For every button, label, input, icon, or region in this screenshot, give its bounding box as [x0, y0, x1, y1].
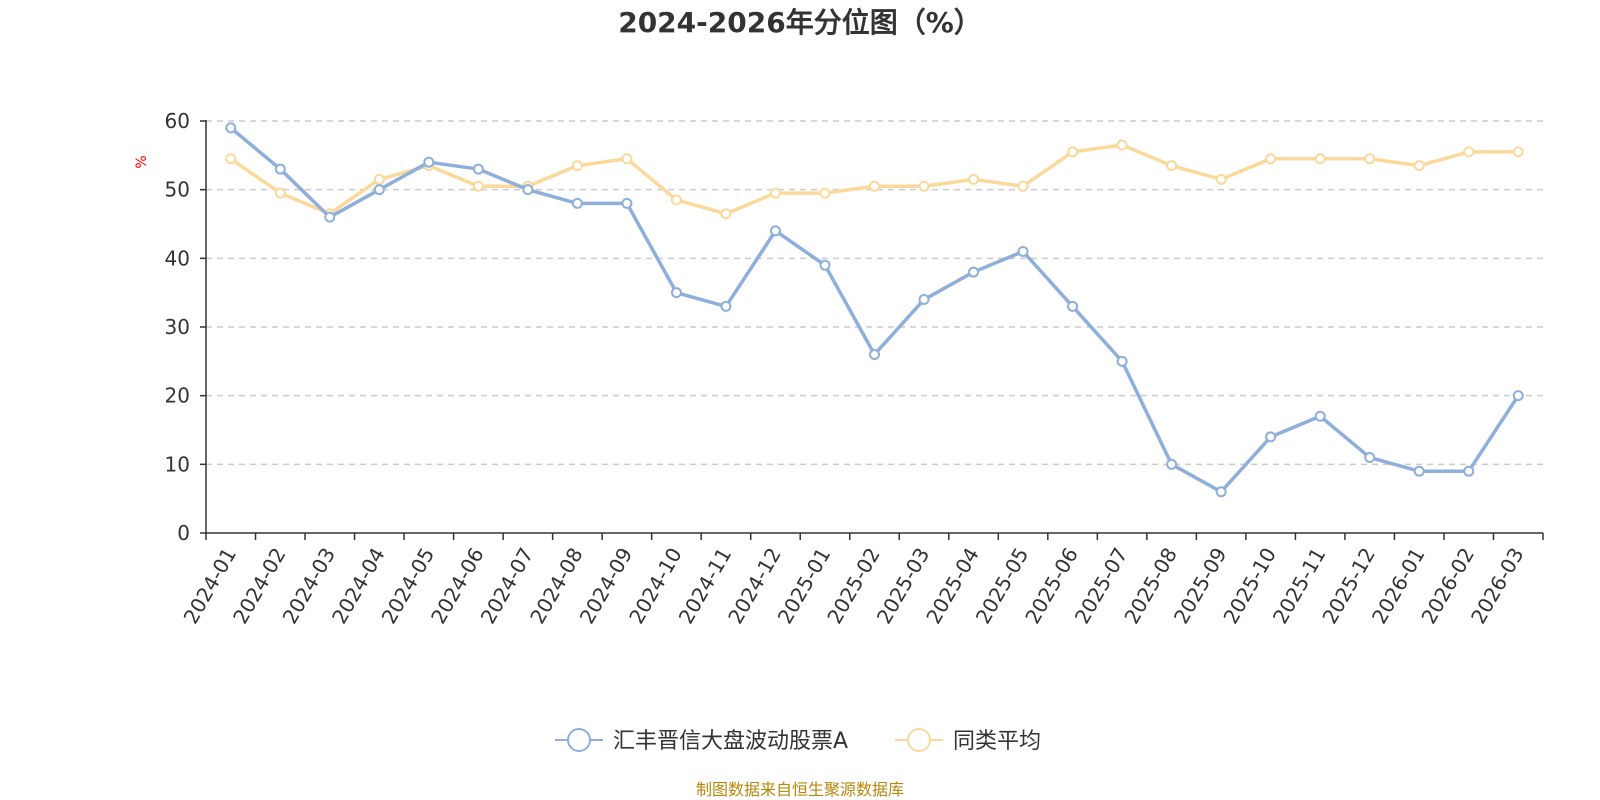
- data-point[interactable]: [225, 153, 237, 165]
- data-point[interactable]: [472, 180, 484, 192]
- data-point[interactable]: [869, 180, 880, 192]
- y-tick-label: 0: [177, 521, 190, 545]
- series-fund: [225, 122, 1524, 498]
- legend-item-average[interactable]: 同类平均: [895, 728, 1041, 754]
- legend-marker-fund: [567, 728, 591, 752]
- legend: 汇丰晋信大盘波动股票A 同类平均: [555, 728, 1041, 754]
- data-point[interactable]: [1166, 458, 1178, 470]
- data-point[interactable]: [1265, 431, 1277, 443]
- data-point[interactable]: [423, 156, 435, 168]
- data-point[interactable]: [1413, 465, 1425, 477]
- data-point[interactable]: [1017, 180, 1029, 192]
- data-point[interactable]: [1265, 153, 1277, 165]
- data-point[interactable]: [1116, 355, 1128, 367]
- data-point[interactable]: [324, 211, 336, 223]
- data-point[interactable]: [819, 259, 831, 271]
- data-point[interactable]: [968, 173, 980, 185]
- y-axis-unit-label: %: [134, 155, 150, 168]
- y-tick-label: 60: [165, 109, 190, 133]
- data-point[interactable]: [769, 187, 781, 199]
- data-point[interactable]: [1215, 173, 1227, 185]
- legend-label-average: 同类平均: [953, 729, 1041, 754]
- data-point[interactable]: [274, 187, 286, 199]
- data-point[interactable]: [621, 197, 633, 209]
- series-average: [225, 139, 1524, 220]
- chart-title: 2024-2026年分位图（%）: [618, 6, 982, 39]
- legend-item-fund[interactable]: 汇丰晋信大盘波动股票A: [555, 728, 848, 754]
- data-point[interactable]: [1413, 160, 1425, 172]
- y-tick-label: 40: [165, 246, 190, 270]
- y-tick-label: 20: [165, 384, 190, 408]
- y-tick-label: 50: [165, 178, 190, 202]
- data-point[interactable]: [1116, 139, 1128, 151]
- data-point[interactable]: [819, 187, 831, 199]
- data-point[interactable]: [968, 266, 980, 278]
- data-point[interactable]: [1364, 153, 1376, 165]
- data-point[interactable]: [670, 287, 682, 299]
- data-point[interactable]: [1067, 146, 1079, 158]
- legend-marker-average: [907, 728, 931, 752]
- data-point[interactable]: [373, 184, 385, 196]
- data-point[interactable]: [1463, 465, 1475, 477]
- data-point[interactable]: [621, 153, 633, 165]
- x-axis-ticks: 2024-012024-022024-032024-042024-052024-…: [179, 533, 1544, 628]
- gridlines: [206, 120, 1543, 466]
- data-point[interactable]: [1067, 300, 1079, 312]
- data-point[interactable]: [918, 180, 930, 192]
- data-point[interactable]: [522, 184, 534, 196]
- data-point[interactable]: [1314, 410, 1326, 422]
- data-point[interactable]: [918, 294, 930, 306]
- data-point[interactable]: [1314, 153, 1326, 165]
- source-note: 制图数据来自恒生聚源数据库: [696, 780, 904, 799]
- data-point[interactable]: [1166, 160, 1178, 172]
- legend-label-fund: 汇丰晋信大盘波动股票A: [613, 729, 848, 754]
- data-point[interactable]: [1463, 146, 1475, 158]
- series-layer: [225, 122, 1524, 498]
- data-point[interactable]: [571, 197, 583, 209]
- y-axis-ticks: 0 10 20 30 40 50 60: [165, 109, 206, 545]
- data-point[interactable]: [769, 225, 781, 237]
- data-point[interactable]: [1215, 486, 1227, 498]
- data-point[interactable]: [1512, 146, 1524, 158]
- data-point[interactable]: [1017, 245, 1029, 257]
- data-point[interactable]: [472, 163, 484, 175]
- data-point[interactable]: [720, 300, 732, 312]
- y-tick-label: 30: [165, 315, 190, 339]
- data-point[interactable]: [373, 173, 385, 185]
- data-point[interactable]: [1512, 390, 1524, 402]
- data-point[interactable]: [869, 348, 880, 360]
- y-tick-label: 10: [165, 452, 190, 476]
- data-point[interactable]: [571, 160, 583, 172]
- series-line: [229, 143, 1519, 216]
- data-point[interactable]: [720, 208, 732, 220]
- data-point[interactable]: [670, 194, 682, 206]
- data-point[interactable]: [1364, 451, 1376, 463]
- data-point[interactable]: [225, 122, 237, 134]
- data-point[interactable]: [274, 163, 286, 175]
